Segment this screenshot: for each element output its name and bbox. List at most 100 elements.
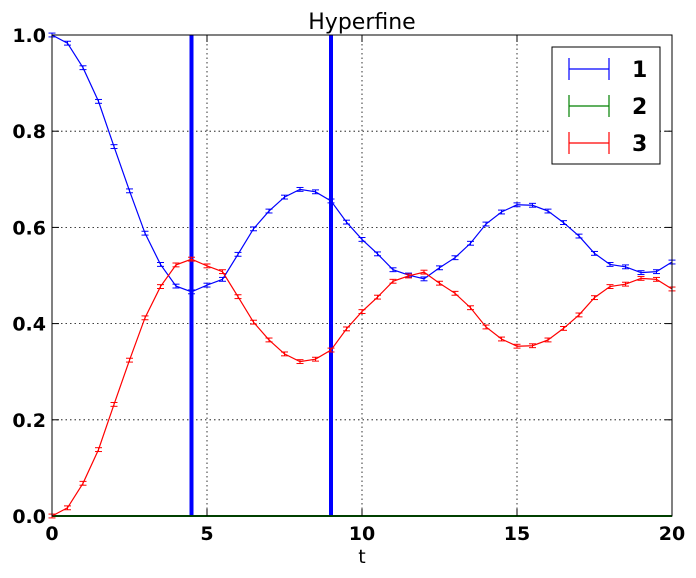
error-bar <box>343 219 350 225</box>
error-bar <box>79 480 87 486</box>
legend-entry-2: 2 <box>568 95 647 120</box>
error-bar <box>451 255 459 261</box>
y-tick-label: 1.0 <box>12 25 46 47</box>
error-bar <box>529 202 536 208</box>
error-bar <box>591 295 598 301</box>
x-tick-label: 10 <box>349 523 375 545</box>
error-bar <box>653 269 660 275</box>
legend-label: 1 <box>632 58 647 83</box>
legend-entry-3: 3 <box>568 132 647 157</box>
error-bar <box>110 144 118 150</box>
legend: 1 2 3 <box>551 46 661 165</box>
error-bar <box>281 351 288 357</box>
error-bar <box>327 198 335 204</box>
error-bar <box>560 325 567 331</box>
error-bar <box>95 447 102 453</box>
error-bar <box>451 290 459 296</box>
error-bar <box>95 98 102 104</box>
error-bar <box>219 276 226 282</box>
error-bar <box>79 65 87 71</box>
error-bar <box>281 194 288 200</box>
error-bar <box>172 262 180 268</box>
error-bar <box>64 40 71 46</box>
axis-ticks: 0 5 10 15 20 0.0 0.2 0.4 0.6 0.8 1.0 <box>12 25 685 545</box>
chart-title: Hyperfine <box>308 10 415 35</box>
error-bar <box>436 280 443 286</box>
error-bar <box>420 276 428 282</box>
x-tick-label: 5 <box>200 523 213 545</box>
error-bar <box>544 208 552 214</box>
error-bar <box>575 312 583 318</box>
error-bar <box>467 305 474 311</box>
y-tick-label: 0.2 <box>12 410 46 432</box>
error-bar <box>513 343 521 349</box>
error-bar <box>250 319 257 325</box>
error-bar <box>637 275 645 281</box>
y-tick-label: 0.6 <box>12 217 46 239</box>
error-bar <box>513 202 521 208</box>
error-bar <box>312 189 319 195</box>
x-tick-label: 15 <box>504 523 530 545</box>
error-bar <box>420 269 428 275</box>
error-bar <box>622 264 629 270</box>
error-bar <box>265 208 273 214</box>
error-bar <box>64 505 71 511</box>
error-bar <box>374 294 381 300</box>
error-bar <box>498 336 505 342</box>
legend-label: 3 <box>632 132 647 157</box>
error-bar <box>234 251 242 257</box>
error-bar <box>110 401 118 407</box>
legend-label: 2 <box>632 95 647 120</box>
series-3 <box>48 256 676 519</box>
error-bar <box>188 256 195 262</box>
error-bar <box>126 188 133 194</box>
error-bar <box>327 347 335 353</box>
error-bar <box>157 284 164 289</box>
legend-entry-1: 1 <box>568 58 647 83</box>
error-bar <box>250 226 257 232</box>
error-bar <box>374 251 381 257</box>
error-bar <box>296 359 304 365</box>
x-tick-label: 0 <box>45 523 58 545</box>
error-bar <box>575 233 583 239</box>
error-bar <box>622 281 629 287</box>
error-bar <box>389 278 397 284</box>
error-bar <box>172 283 180 289</box>
error-bar <box>312 356 319 362</box>
error-bar <box>296 186 304 192</box>
error-bar <box>141 230 149 236</box>
error-bar <box>498 209 505 215</box>
error-bar <box>544 337 552 343</box>
error-bar <box>203 282 211 288</box>
y-tick-label: 0.8 <box>12 121 46 143</box>
y-tick-label: 0.0 <box>12 506 46 528</box>
error-bar <box>560 220 567 226</box>
error-bar <box>637 270 645 276</box>
error-bar <box>405 273 412 279</box>
error-bar <box>436 265 443 271</box>
error-bar <box>591 250 598 256</box>
error-bar <box>265 337 273 343</box>
error-bar <box>606 262 614 267</box>
error-bar <box>389 267 397 273</box>
error-bar <box>653 276 660 282</box>
error-bar <box>358 237 366 242</box>
error-bar <box>482 221 490 227</box>
grid-lines <box>52 35 672 516</box>
error-bar <box>188 289 195 295</box>
error-bar <box>141 315 149 321</box>
error-bar <box>358 309 366 314</box>
error-bar <box>467 240 474 246</box>
error-bar <box>606 284 614 289</box>
x-axis-label: t <box>358 546 365 568</box>
error-bar <box>234 294 242 300</box>
error-bar <box>343 326 350 332</box>
error-bar <box>219 269 226 275</box>
y-tick-label: 0.4 <box>12 314 46 336</box>
error-bar <box>203 263 211 269</box>
error-bar <box>529 343 536 349</box>
error-bar <box>482 324 490 330</box>
vertical-markers <box>189 35 333 516</box>
error-bar <box>157 262 164 267</box>
